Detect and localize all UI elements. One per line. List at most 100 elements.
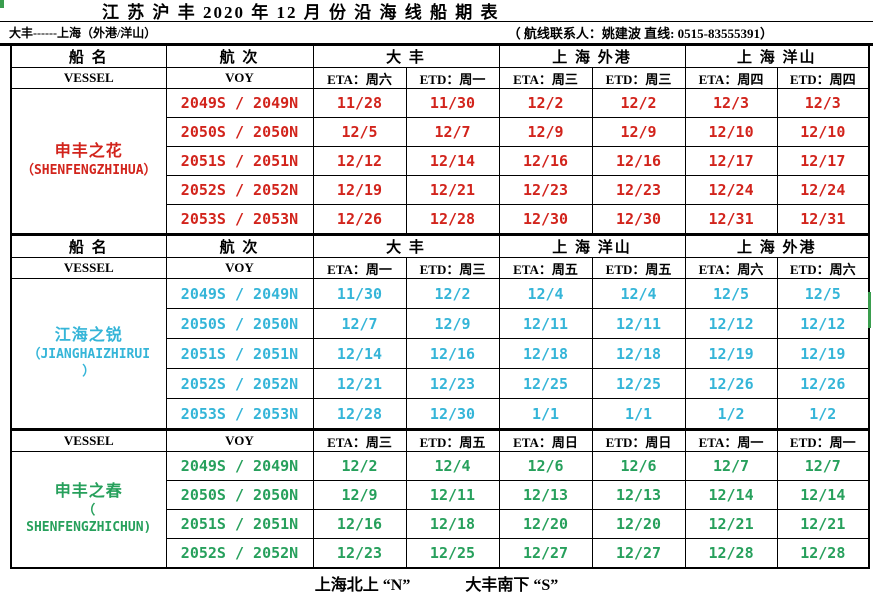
eta-etd-date-cell: 12/6 (498, 451, 593, 481)
voyage-cell: 2050S / 2050N (165, 308, 314, 339)
vessel-name-line: SHENFENGZHICHUN) (26, 519, 152, 535)
eta-etd-date-cell: 12/3 (776, 88, 870, 118)
eta-etd-date-cell: 12/4 (591, 278, 686, 309)
schedule-table: 船 名航 次大 丰上 海 外港上 海 洋山 VESSEL VOY ETA：周六 ETD：… (10, 46, 871, 569)
eta-etd-header-cell: ETA：周日 (498, 428, 593, 452)
eta-etd-date-cell: 1/2 (776, 398, 870, 430)
voyage-cell: 2049S / 2049N (165, 278, 314, 309)
eta-etd-date-cell: 12/30 (405, 398, 500, 430)
eta-etd-date-cell: 12/24 (684, 175, 778, 205)
eta-etd-date-cell: 11/28 (312, 88, 407, 118)
eta-etd-date-cell: 12/19 (312, 175, 407, 205)
eta-etd-header-cell: ETD：周三 (405, 257, 500, 279)
vessel-name-cell: 江海之锐 （JIANGHAIZHIRUI） (10, 278, 167, 430)
eta-etd-date-cell: 12/14 (776, 480, 870, 510)
schedule-row: 申丰之花 （SHENFENGZHIHUA） 2049S / 2049N 11/28 11… (10, 88, 870, 235)
voyage-cell: 2050S / 2050N (165, 117, 314, 147)
eta-etd-date-cell: 12/23 (405, 368, 500, 399)
eta-etd-date-cell: 12/13 (498, 480, 593, 510)
eta-etd-date-cell: 12/30 (591, 204, 686, 235)
eta-etd-header-cell: ETD：周一 (776, 428, 870, 452)
eta-etd-date-cell: 12/4 (498, 278, 593, 309)
vessel-name-line: （JIANGHAIZHIRUI (27, 347, 151, 362)
eta-etd-date-cell: 12/19 (776, 338, 870, 369)
eta-etd-date-cell: 12/21 (684, 509, 778, 539)
vessel-name-line: ） (82, 363, 96, 379)
eta-etd-header-cell: ETD：周一 (405, 67, 500, 89)
eta-etd-date-cell: 12/25 (405, 538, 500, 569)
eta-etd-header-cell: ETA：周一 (312, 257, 407, 279)
schedule-row: 申丰之春（SHENFENGZHICHUN) 2049S / 2049N 12/2 12… (10, 451, 870, 569)
title-row: 江 苏 沪 丰 2020 年 12 月 份 沿 海 线 船 期 表 (0, 0, 873, 22)
port-name-header: 大 丰 (312, 233, 500, 258)
eta-etd-header-cell: ETD：周五 (405, 428, 500, 452)
schedule-row: 2051S / 2051N 12/12 12/14 12/16 12/16 12/17 12… (11, 146, 870, 176)
eta-etd-date-cell: 12/7 (776, 451, 870, 481)
footer-note: 上海北上 “N” 大丰南下 “S” (0, 569, 873, 597)
footer-south-label: 大丰南下 “S” (465, 577, 559, 594)
eta-etd-date-cell: 12/30 (498, 204, 593, 235)
eta-etd-date-cell: 12/9 (591, 117, 686, 147)
eta-etd-header-cell: ETD：周日 (591, 428, 686, 452)
schedule-row: 2050S / 2050N 12/5 12/7 12/9 12/9 12/10 12/10 (11, 117, 870, 147)
schedule-row: 2052S / 2052N 12/19 12/21 12/23 12/23 12/24 12… (11, 175, 870, 205)
eta-etd-date-cell: 12/25 (498, 368, 593, 399)
eta-etd-date-cell: 12/20 (498, 509, 593, 539)
eta-etd-date-cell: 12/16 (591, 146, 686, 176)
eta-etd-date-cell: 12/16 (405, 338, 500, 369)
eta-etd-date-cell: 12/19 (684, 338, 778, 369)
eta-etd-date-cell: 12/12 (312, 146, 407, 176)
voyage-cell: 2053S / 2053N (165, 204, 314, 235)
eta-etd-date-cell: 12/31 (684, 204, 778, 235)
eta-etd-date-cell: 12/2 (591, 88, 686, 118)
vessel-name-cell: 申丰之春 （SHENFENGZHICHUN) (10, 451, 167, 569)
eta-etd-date-cell: 12/11 (498, 308, 593, 339)
eta-etd-date-cell: 12/27 (591, 538, 686, 569)
eta-etd-date-cell: 12/31 (776, 204, 870, 235)
eta-etd-date-cell: 12/24 (776, 175, 870, 205)
eta-etd-header-cell: ETA：周六 (684, 257, 778, 279)
voyage-cell: 2051S / 2051N (165, 338, 314, 369)
voy-column-header: 航 次 (165, 46, 314, 68)
eta-etd-date-cell: 12/26 (684, 368, 778, 399)
eta-etd-header-cell: ETA：周六 (312, 67, 407, 89)
eta-etd-date-cell: 12/5 (312, 117, 407, 147)
schedule-row: 2052S / 2052N 12/23 12/25 12/27 12/27 12/28 12… (11, 538, 870, 569)
voyage-cell: 2051S / 2051N (165, 146, 314, 176)
voy-column-header-en: VOY (165, 67, 314, 89)
port-header-row: 船 名航 次大 丰上 海 洋山上 海 外港 (10, 233, 870, 258)
eta-etd-date-cell: 11/30 (312, 278, 407, 309)
eta-etd-date-cell: 12/21 (312, 368, 407, 399)
eta-etd-date-cell: 1/1 (498, 398, 593, 430)
eta-etd-date-cell: 12/14 (684, 480, 778, 510)
eta-etd-header-cell: ETA：周三 (312, 428, 407, 452)
voyage-cell: 2052S / 2052N (165, 175, 314, 205)
eta-etd-date-cell: 12/9 (312, 480, 407, 510)
vessel-column-header: 船 名 (10, 233, 167, 258)
eta-etd-date-cell: 12/5 (684, 278, 778, 309)
eta-etd-header-cell: ETD：周四 (776, 67, 870, 89)
voyage-cell: 2052S / 2052N (165, 368, 314, 399)
eta-etd-date-cell: 12/12 (684, 308, 778, 339)
eta-etd-date-cell: 12/9 (405, 308, 500, 339)
voyage-cell: 2052S / 2052N (165, 538, 314, 569)
voyage-cell: 2053S / 2053N (165, 398, 314, 430)
eta-etd-date-cell: 12/9 (498, 117, 593, 147)
schedule-row: 2050S / 2050N 12/9 12/11 12/13 12/13 12/14 12/… (11, 480, 870, 510)
eta-etd-date-cell: 12/23 (312, 538, 407, 569)
eta-etd-date-cell: 12/28 (312, 398, 407, 430)
schedule-row: 2052S / 2052N 12/21 12/23 12/25 12/25 12/26 12… (11, 368, 870, 399)
vessel-name-line: 江海之锐 (54, 327, 123, 345)
eta-etd-date-cell: 12/25 (591, 368, 686, 399)
eta-etd-date-cell: 12/21 (405, 175, 500, 205)
eta-etd-date-cell: 12/23 (498, 175, 593, 205)
voyage-cell: 2051S / 2051N (165, 509, 314, 539)
eta-etd-date-cell: 12/2 (405, 278, 500, 309)
vessel-column-header: 船 名 (10, 46, 167, 68)
vessel-column-header-en: VESSEL (10, 67, 167, 89)
eta-etd-header-cell: ETD：周三 (591, 67, 686, 89)
eta-etd-date-cell: 12/26 (312, 204, 407, 235)
vessel-name-line: 申丰之春 (54, 483, 123, 501)
eta-etd-header-cell: ETA：周一 (684, 428, 778, 452)
eta-etd-date-cell: 12/21 (776, 509, 870, 539)
